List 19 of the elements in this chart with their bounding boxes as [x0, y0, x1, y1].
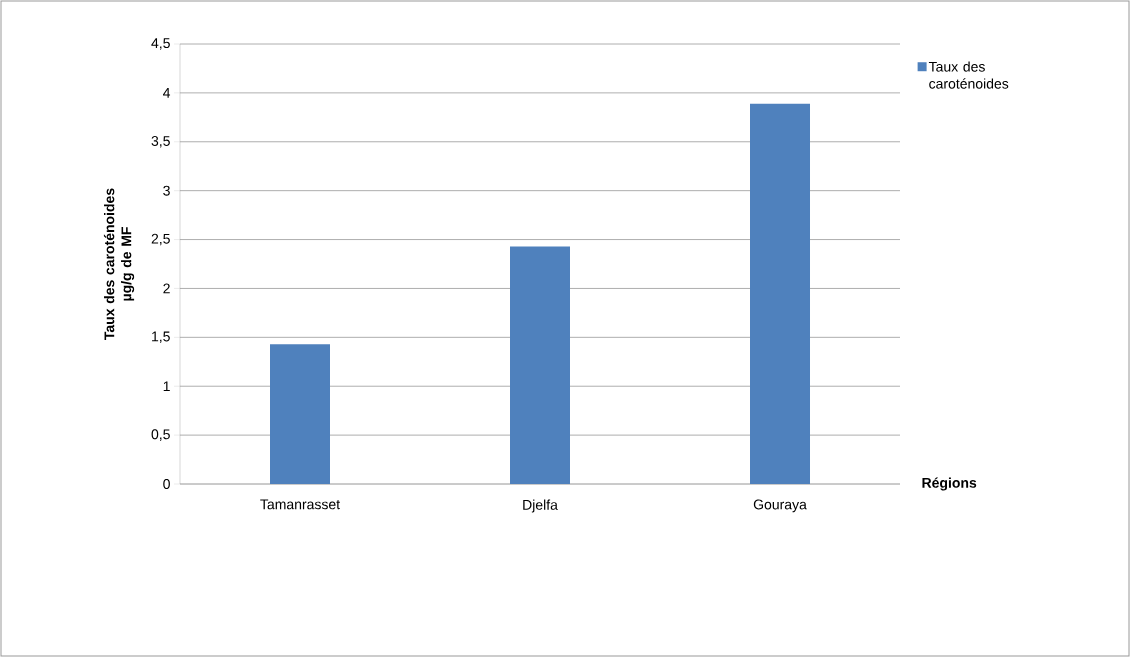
y-tick-label: 4: [163, 88, 171, 98]
bar: [750, 103, 810, 484]
y-tick-label: 0: [163, 479, 170, 489]
y-tick-label: 1,5: [152, 331, 170, 344]
x-tick-label: Djelfa: [523, 499, 558, 513]
y-tick-label: 3,5: [151, 135, 170, 148]
x-tick-label: Gouraya: [753, 499, 807, 513]
y-tick-label: 2: [163, 283, 170, 294]
bar: [510, 246, 570, 484]
y-tick-label: 0,5: [151, 429, 170, 441]
y-tick-label: 1: [163, 381, 170, 392]
legend-label: Taux des caroténoides: [928, 61, 1009, 89]
x-tick-label: Tamanrasset: [260, 499, 340, 510]
y-tick-label: 2,5: [151, 233, 170, 246]
x-axis-title: Régions: [922, 477, 977, 491]
bar: [270, 344, 330, 484]
y-tick-label: 3: [163, 185, 170, 196]
y-tick-label: 4,5: [151, 38, 170, 50]
y-axis-title: Taux des caroténoides µg/g de MF: [103, 188, 135, 340]
